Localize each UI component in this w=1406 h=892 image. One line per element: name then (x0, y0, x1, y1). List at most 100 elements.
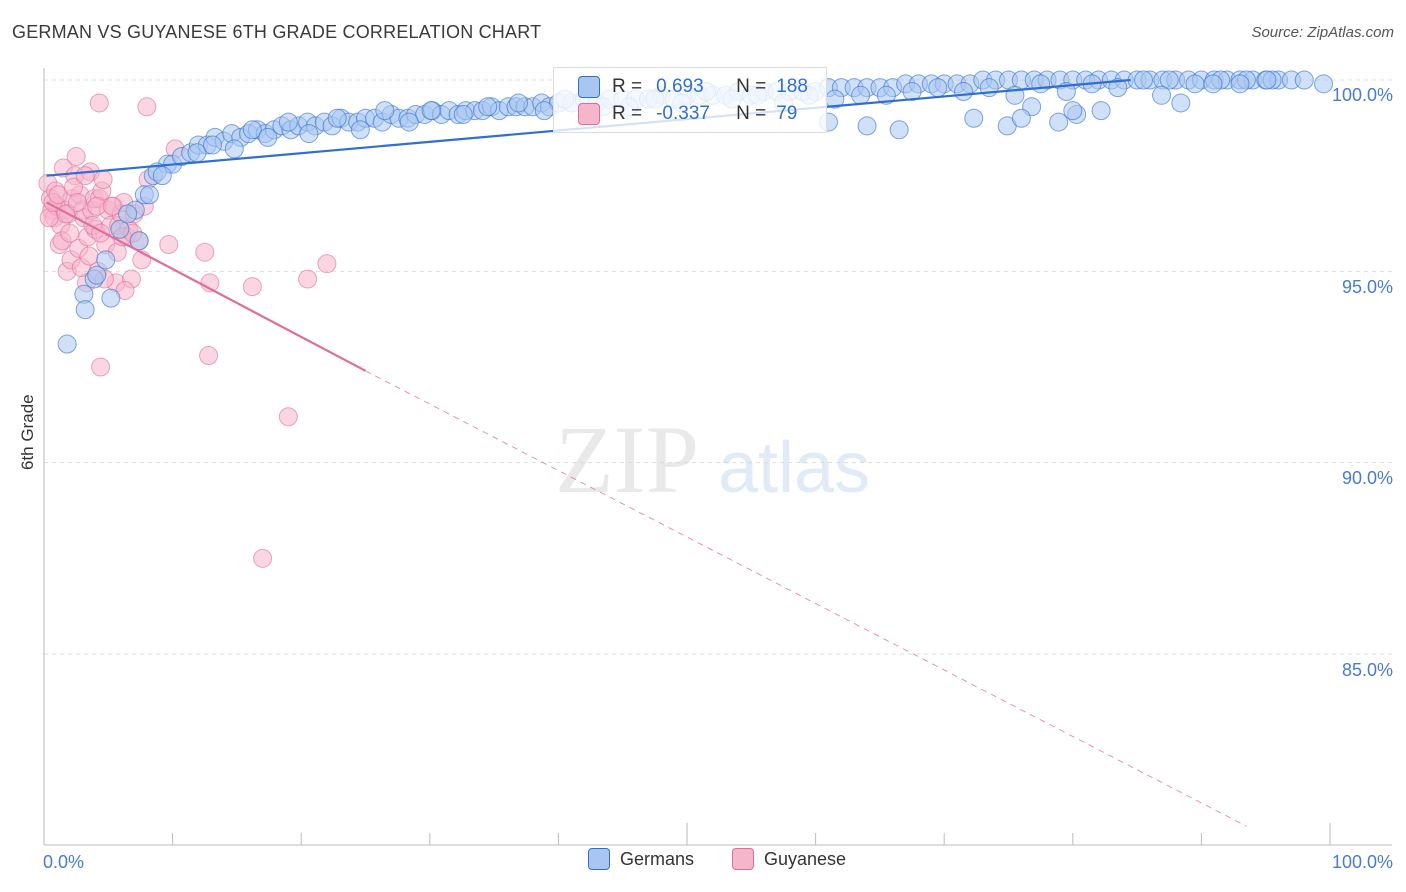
germans-point (202, 135, 222, 155)
germans-point (509, 93, 529, 113)
stats-row-germans: R = 0.693 N = 188 (578, 75, 808, 99)
germans-point (327, 108, 347, 128)
germans-point (101, 288, 121, 308)
source-label: Source: ZipAtlas.com (1251, 24, 1394, 41)
n-label: N = (736, 103, 767, 124)
germans-point (1134, 70, 1154, 90)
guyanese-point (79, 246, 99, 266)
germans-point (258, 127, 278, 147)
germans-legend-icon (588, 848, 610, 870)
germans-point (1011, 108, 1031, 128)
germans-point (1203, 74, 1223, 94)
x-tick-label: 0.0% (43, 852, 85, 872)
germans-point (421, 101, 441, 121)
germans-point (478, 97, 498, 117)
germans-point (928, 78, 948, 98)
guyanese-point (278, 407, 298, 427)
germans-point (399, 112, 419, 132)
chart-title: GERMAN VS GUYANESE 6TH GRADE CORRELATION… (12, 22, 542, 42)
germans-point (75, 300, 95, 320)
guyanese-trend-extension (365, 370, 1247, 827)
germans-point (1257, 70, 1277, 90)
n-label: N = (736, 76, 767, 97)
guyanese-swatch-icon (578, 103, 600, 125)
stats-row-guyanese: R = -0.337 N = 79 (578, 102, 797, 126)
germans-point (1031, 74, 1051, 94)
germans-point (96, 250, 116, 270)
r-label: R = (612, 76, 643, 97)
y-tick-label: 90.0% (1341, 468, 1393, 488)
guyanese-point (60, 223, 80, 243)
n-value: 188 (776, 76, 808, 97)
germans-point (1230, 74, 1250, 94)
n-value: 79 (776, 103, 798, 124)
legend-item-germans[interactable]: Germans (588, 848, 694, 870)
germans-point (1091, 101, 1111, 121)
germans-point (1049, 112, 1069, 132)
watermark-atlas: atlas (718, 428, 870, 508)
guyanese-point (89, 93, 109, 113)
guyanese-point (102, 196, 122, 216)
germans-point (534, 101, 554, 121)
germans-point (1108, 78, 1128, 98)
watermark: ZIP atlas (555, 406, 870, 513)
germans-point (224, 139, 244, 159)
guyanese-point (253, 548, 273, 568)
germans-point (453, 104, 473, 124)
germans-point (1159, 70, 1179, 90)
germans-point (1171, 93, 1191, 113)
guyanese-trend-line (46, 201, 367, 372)
germans-point (242, 120, 262, 140)
germans-point (1063, 101, 1083, 121)
y-axis-label: 6th Grade (18, 394, 37, 470)
guyanese-point (137, 97, 157, 117)
r-label: R = (612, 103, 643, 124)
legend-item-guyanese[interactable]: Guyanese (732, 848, 846, 870)
germans-point (1294, 70, 1314, 90)
guyanese-point (67, 192, 87, 212)
r-value: -0.337 (656, 103, 710, 124)
germans-point (1314, 74, 1334, 94)
guyanese-point (199, 346, 219, 366)
germans-point (889, 120, 909, 140)
y-tick-label: 95.0% (1341, 277, 1393, 297)
germans-point (139, 185, 159, 205)
germans-point (299, 124, 319, 144)
legend-label: Guyanese (764, 848, 847, 869)
germans-point (857, 116, 877, 136)
germans-point (851, 85, 871, 105)
y-tick-label: 85.0% (1341, 660, 1393, 680)
germans-point (57, 334, 77, 354)
germans-point (129, 231, 149, 251)
guyanese-point (66, 147, 86, 167)
guyanese-point (93, 169, 113, 189)
germans-point (902, 81, 922, 101)
y-tick-label: 100.0% (1331, 85, 1393, 105)
guyanese-point (159, 235, 179, 255)
legend-label: Germans (620, 848, 695, 869)
stats-legend: R = 0.693 N = 188 R = -0.337 N = 79 (553, 67, 827, 133)
germans-point (350, 120, 370, 140)
guyanese-point (298, 269, 318, 289)
germans-point (876, 85, 896, 105)
guyanese-point (91, 357, 111, 377)
germans-point (953, 81, 973, 101)
germans-point (278, 112, 298, 132)
guyanese-point (317, 254, 337, 274)
germans-point (152, 166, 172, 186)
guyanese-point (195, 242, 215, 262)
germans-point (87, 265, 107, 285)
guyanese-point (48, 185, 68, 205)
germans-point (1185, 74, 1205, 94)
x-tick-label: 100.0% (1331, 852, 1393, 872)
germans-point (110, 219, 130, 239)
germans-point (1152, 85, 1172, 105)
germans-point (964, 108, 984, 128)
grid-lines (44, 79, 1392, 655)
watermark-zip: ZIP (555, 406, 699, 513)
germans-point (375, 101, 395, 121)
germans-swatch-icon (578, 76, 600, 98)
guyanese-legend-icon (732, 848, 754, 870)
axes (43, 68, 1392, 846)
